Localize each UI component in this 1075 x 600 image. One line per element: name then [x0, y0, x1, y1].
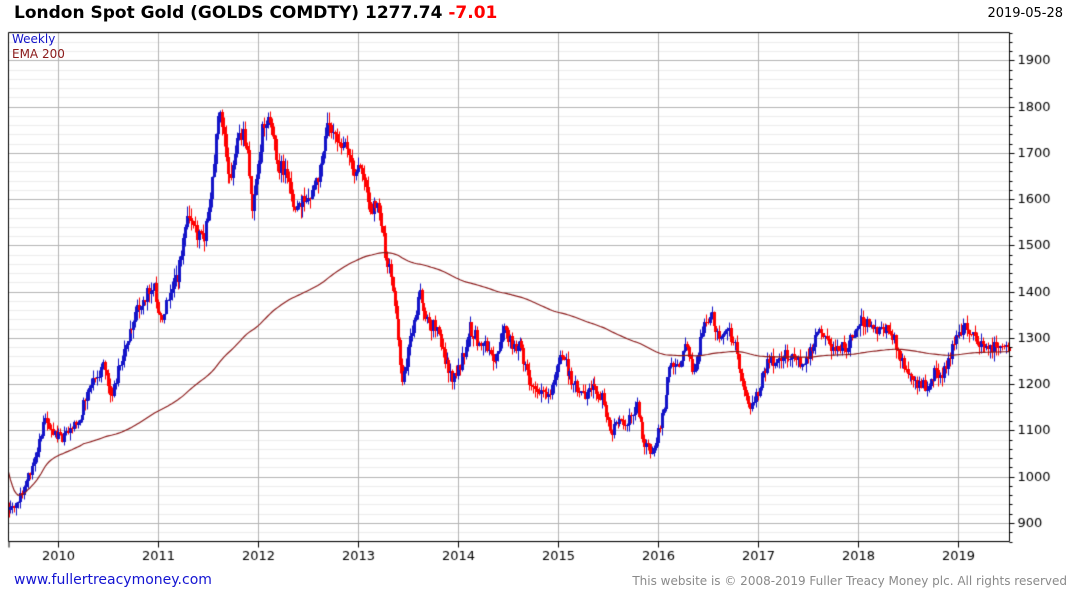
- page-title: London Spot Gold (GOLDS COMDTY) 1277.74 …: [14, 3, 497, 23]
- candlestick-canvas[interactable]: [0, 28, 1075, 568]
- copyright-notice: This website is © 2008-2019 Fuller Treac…: [632, 574, 1067, 588]
- price-chart[interactable]: Weekly EMA 200: [0, 28, 1075, 568]
- chart-header: London Spot Gold (GOLDS COMDTY) 1277.74 …: [0, 0, 1075, 26]
- price-change: -7.01: [448, 3, 498, 23]
- instrument-and-price: London Spot Gold (GOLDS COMDTY) 1277.74: [14, 3, 443, 23]
- as-of-date: 2019-05-28: [987, 6, 1063, 21]
- chart-footer: www.fullertreacymoney.com This website i…: [0, 570, 1075, 594]
- site-link[interactable]: www.fullertreacymoney.com: [14, 572, 212, 588]
